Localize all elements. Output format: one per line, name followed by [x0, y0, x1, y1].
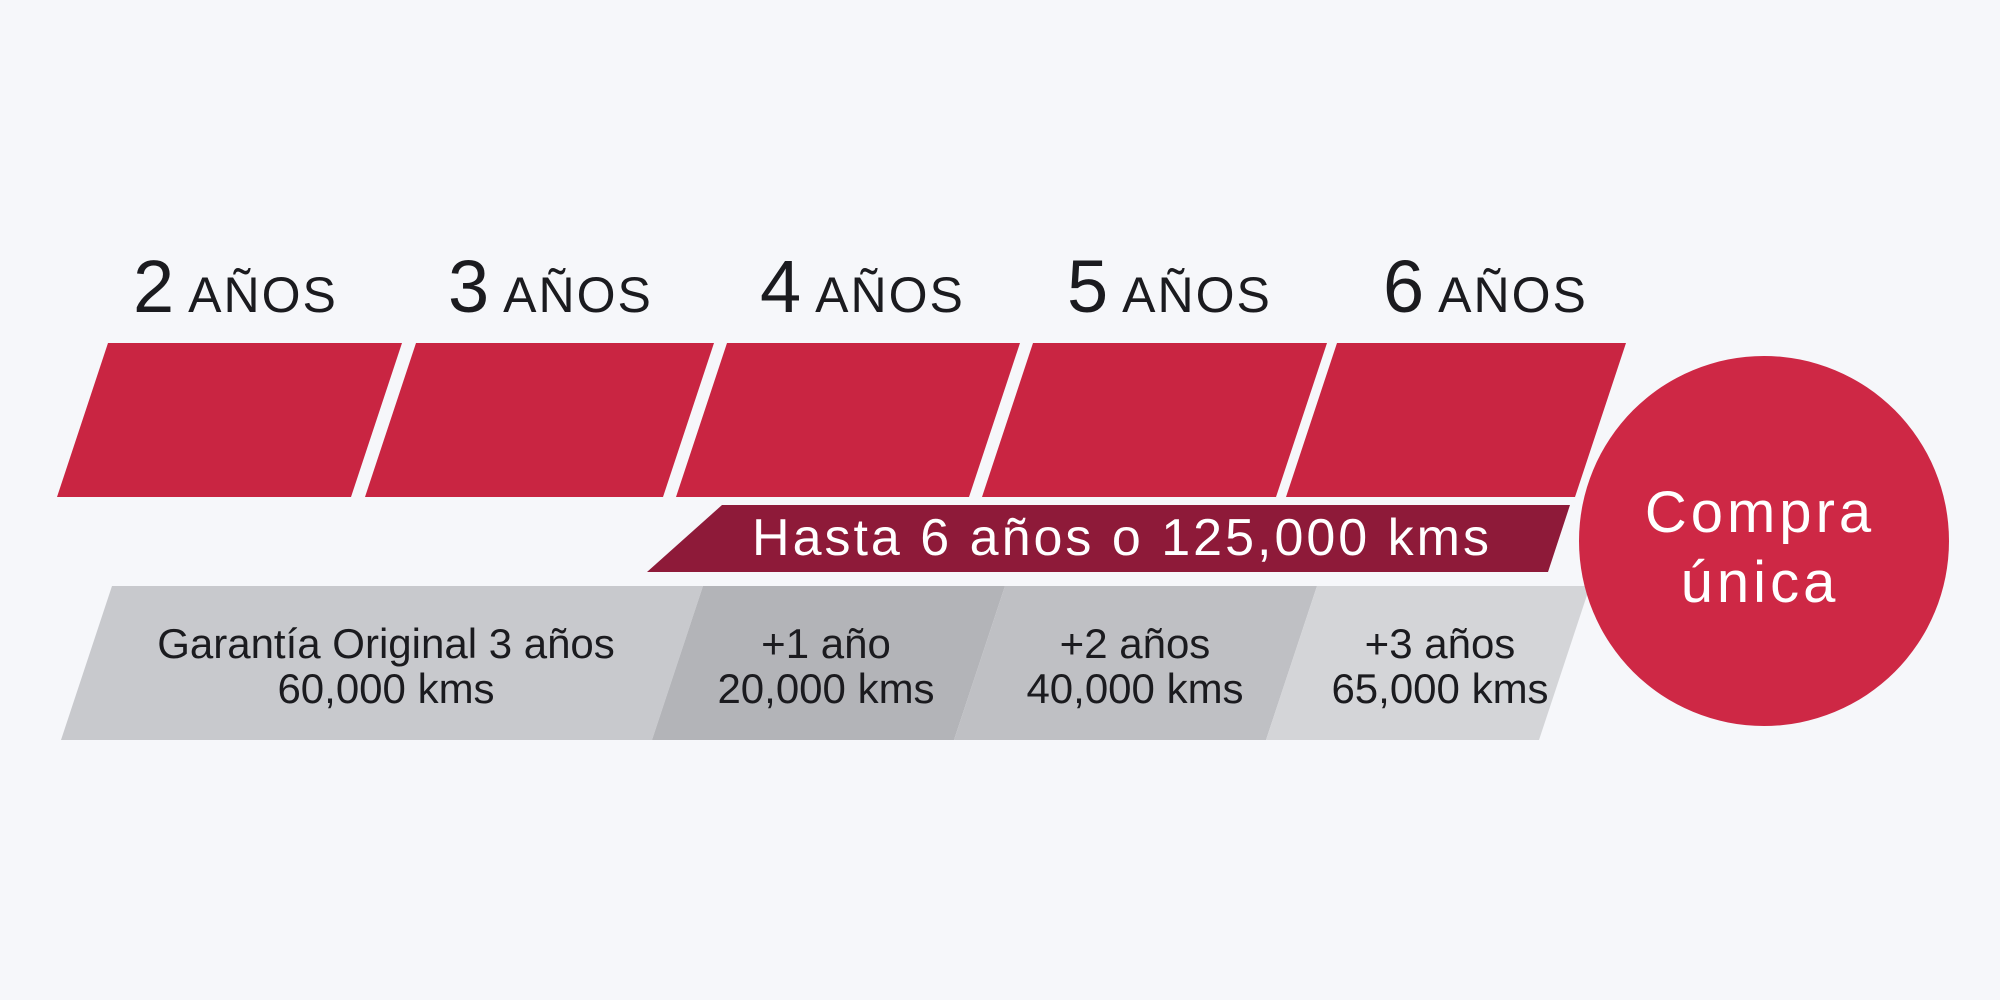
year-bar-6: [1286, 343, 1626, 497]
badge-line1: Compra: [1644, 480, 1876, 545]
segment-shape-plus3: [1266, 586, 1590, 740]
segment-line2: 65,000 kms: [1331, 665, 1549, 712]
segment-line1: +2 años: [1059, 620, 1211, 667]
segment-line1: +3 años: [1364, 620, 1516, 667]
year-label-3: 3 AÑOS: [448, 250, 653, 324]
segment-shape-original-warranty: [61, 586, 703, 740]
year-number: 5: [1067, 245, 1109, 328]
segment-line2: 20,000 kms: [717, 665, 935, 712]
year-bar-4: [676, 343, 1020, 497]
year-unit: AÑOS: [1438, 267, 1588, 323]
year-label-6: 6 AÑOS: [1383, 250, 1588, 324]
year-number: 6: [1383, 245, 1425, 328]
year-label-4: 4 AÑOS: [760, 250, 965, 324]
segment-label-original-warranty: Garantía Original 3 años 60,000 kms: [157, 621, 615, 711]
segment-line2: 40,000 kms: [1026, 665, 1244, 712]
segment-label-plus2: +2 años 40,000 kms: [1026, 621, 1243, 711]
segment-label-plus3: +3 años 65,000 kms: [1331, 621, 1548, 711]
year-number: 3: [448, 245, 490, 328]
year-unit: AÑOS: [188, 267, 338, 323]
segment-line1: Garantía Original 3 años: [157, 620, 615, 667]
segment-shape-plus1: [652, 586, 1005, 740]
year-number: 2: [133, 245, 175, 328]
year-unit: AÑOS: [815, 267, 965, 323]
year-bar-2: [57, 343, 402, 497]
banner-label: Hasta 6 años o 125,000 kms: [752, 509, 1492, 567]
banner-shape: [647, 505, 1570, 572]
segment-line2: 60,000 kms: [277, 665, 495, 712]
year-label-5: 5 AÑOS: [1067, 250, 1272, 324]
badge-line2: única: [1680, 550, 1840, 615]
compra-unica-label: Compra única: [1645, 478, 1875, 618]
year-bar-5: [982, 343, 1327, 497]
segment-shape-plus2: [954, 586, 1317, 740]
year-bar-3: [365, 343, 714, 497]
compra-unica-circle: [1579, 356, 1949, 726]
segment-label-plus1: +1 año 20,000 kms: [717, 621, 934, 711]
segment-line1: +1 año: [761, 620, 891, 667]
year-unit: AÑOS: [1122, 267, 1272, 323]
year-unit: AÑOS: [503, 267, 653, 323]
year-label-2: 2 AÑOS: [133, 250, 338, 324]
year-number: 4: [760, 245, 802, 328]
